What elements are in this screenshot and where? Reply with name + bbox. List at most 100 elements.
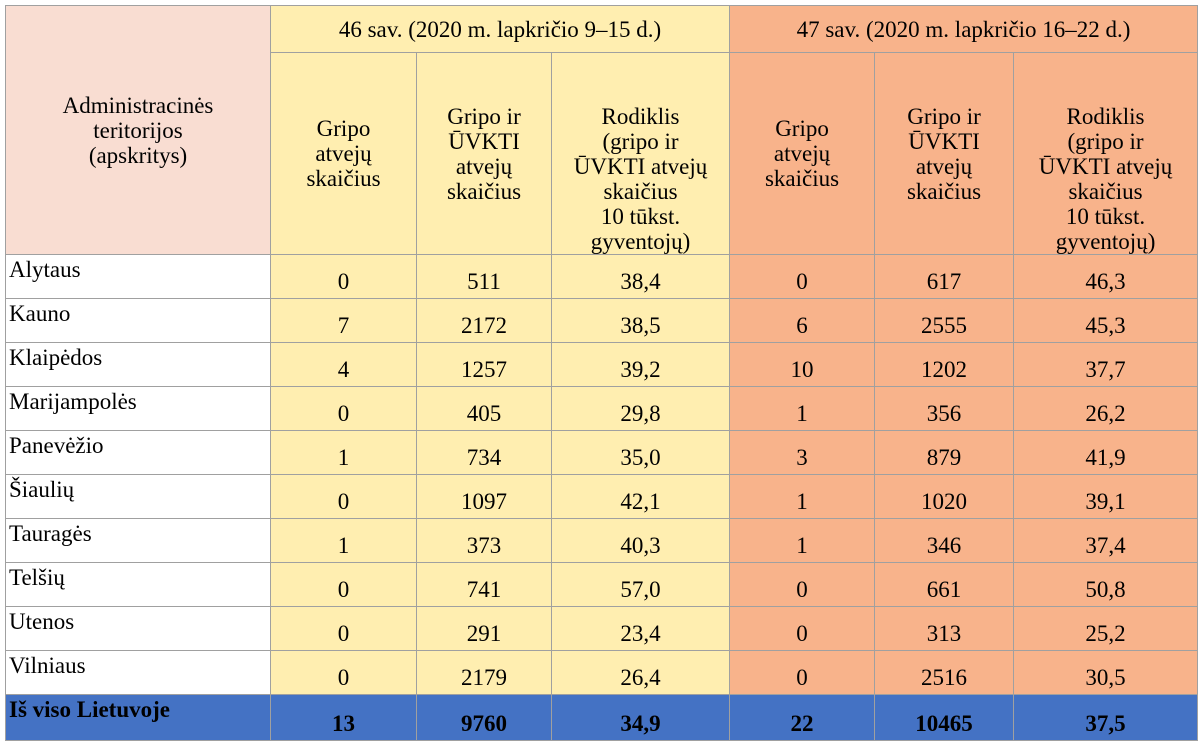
- cell-w47-all: 313: [874, 606, 1015, 651]
- cell-w46-all: 373: [416, 518, 552, 563]
- header-line: skaičius: [906, 178, 982, 204]
- cell-w47-all: 661: [874, 562, 1015, 607]
- header-line: (apskritys): [88, 142, 188, 168]
- cell-w46-rate: 26,4: [550, 650, 731, 695]
- header-line: skaičius: [306, 166, 381, 191]
- header-line: atvejų: [315, 141, 372, 166]
- header-line: (gripo ir: [1067, 129, 1144, 154]
- header-line: skaičius: [446, 178, 522, 204]
- cell-w47-flu: 0: [729, 562, 876, 607]
- total-label: Iš viso Lietuvoje: [5, 694, 271, 741]
- cell-w47-all: 2516: [874, 650, 1015, 695]
- cell-w47-flu: 0: [729, 606, 876, 651]
- cell-w47-all: 356: [874, 386, 1015, 431]
- header-line: gyventojų): [590, 229, 691, 254]
- table-row: Telšių 0 741 57,0 0 661 50,8: [5, 562, 1199, 607]
- cell-w47-rate: 26,2: [1013, 386, 1199, 431]
- header-line: Gripo: [316, 116, 371, 141]
- total-row: Iš viso Lietuvoje 13 9760 34,9 22 10465 37,5: [5, 694, 1199, 741]
- county-name: Panevėžio: [5, 430, 271, 475]
- cell-w47-all: 10465: [874, 694, 1015, 741]
- cell-w46-flu: 0: [270, 386, 417, 431]
- cell-w47-rate: 37,7: [1013, 342, 1199, 387]
- header-line: (gripo ir: [602, 129, 679, 154]
- county-name: Marijampolės: [5, 386, 271, 431]
- cell-w47-rate: 37,5: [1013, 694, 1199, 741]
- header-line: 10 tūkst.: [1065, 204, 1146, 229]
- cell-w46-all: 9760: [416, 694, 552, 741]
- header-line: skaičius: [603, 179, 678, 204]
- header-line: 10 tūkst.: [600, 204, 681, 229]
- table-row: Klaipėdos 4 1257 39,2 10 1202 37,7: [5, 342, 1199, 387]
- header-line: Gripo: [775, 116, 829, 141]
- cell-w47-flu: 0: [729, 650, 876, 695]
- cell-w46-all: 2179: [416, 650, 552, 695]
- week46-header: 46 sav. (2020 m. lapkričio 9–15 d.): [269, 5, 731, 53]
- cell-w46-rate: 35,0: [550, 430, 731, 475]
- header-line: Gripo ir: [447, 103, 521, 129]
- admin-territories-header: Administracinės teritorijos (apskritys): [5, 5, 271, 255]
- cell-w46-rate: 38,4: [550, 254, 731, 299]
- cell-w46-flu: 1: [270, 518, 417, 563]
- cell-w46-all: 1097: [416, 474, 552, 519]
- table-row: Šiaulių 0 1097 42,1 1 1020 39,1: [5, 474, 1199, 519]
- week47-flu-count-header: Gripo atvejų skaičius: [729, 52, 876, 255]
- cell-w46-all: 1257: [416, 342, 552, 387]
- cell-w46-all: 405: [416, 386, 552, 431]
- table-row: Panevėžio 1 734 35,0 3 879 41,9: [5, 430, 1199, 475]
- county-name: Vilniaus: [5, 650, 271, 695]
- county-name: Šiaulių: [5, 474, 271, 519]
- table-row: Kauno 7 2172 38,5 6 2555 45,3: [5, 298, 1199, 343]
- table-row: Utenos 0 291 23,4 0 313 25,2: [5, 606, 1199, 651]
- cell-w47-all: 1020: [874, 474, 1015, 519]
- county-name: Utenos: [5, 606, 271, 651]
- header-line: skaičius: [764, 166, 840, 191]
- cell-w47-all: 346: [874, 518, 1015, 563]
- county-name: Kauno: [5, 298, 271, 343]
- header-line: atvejų: [773, 141, 831, 166]
- week47-header: 47 sav. (2020 m. lapkričio 16–22 d.): [729, 5, 1199, 53]
- header-line: Gripo ir: [907, 103, 981, 129]
- table-row: Marijampolės 0 405 29,8 1 356 26,2: [5, 386, 1199, 431]
- county-name: Alytaus: [5, 254, 271, 299]
- cell-w47-flu: 10: [729, 342, 876, 387]
- county-name: Tauragės: [5, 518, 271, 563]
- cell-w46-flu: 0: [270, 254, 417, 299]
- header-line: ŪVKTI atvejų: [1038, 154, 1173, 179]
- header-line: Rodiklis: [1066, 104, 1145, 129]
- week46-flu-count-header: Gripo atvejų skaičius: [270, 52, 417, 255]
- header-line: ŪVKTI: [908, 128, 980, 154]
- cell-w46-all: 741: [416, 562, 552, 607]
- cell-w46-flu: 0: [270, 562, 417, 607]
- table-row: Tauragės 1 373 40,3 1 346 37,4: [5, 518, 1199, 563]
- cell-w47-all: 2555: [874, 298, 1015, 343]
- cell-w47-flu: 1: [729, 518, 876, 563]
- cell-w46-all: 511: [416, 254, 552, 299]
- cell-w47-all: 617: [874, 254, 1015, 299]
- header-line: skaičius: [1068, 179, 1143, 204]
- header-line: gyventojų): [1055, 229, 1156, 254]
- cell-w46-rate: 42,1: [550, 474, 731, 519]
- cell-w47-rate: 37,4: [1013, 518, 1199, 563]
- header-line: atvejų: [915, 153, 973, 179]
- week47-rate-header: Rodiklis (gripo ir ŪVKTI atvejų skaičius 10 …: [1013, 52, 1199, 255]
- cell-w47-rate: 25,2: [1013, 606, 1199, 651]
- cell-w46-rate: 34,9: [550, 694, 731, 741]
- week46-flu-uvkti-count-header: Gripo ir ŪVKTI atvejų skaičius: [416, 52, 552, 255]
- flu-statistics-table: Administracinės teritorijos (apskritys) 46…: [5, 5, 1199, 741]
- cell-w46-flu: 13: [270, 694, 417, 741]
- cell-w47-flu: 22: [729, 694, 876, 741]
- county-name: Klaipėdos: [5, 342, 271, 387]
- week46-rate-header: Rodiklis (gripo ir ŪVKTI atvejų skaičius 10 …: [550, 52, 731, 255]
- cell-w46-all: 2172: [416, 298, 552, 343]
- cell-w46-rate: 57,0: [550, 562, 731, 607]
- cell-w46-rate: 29,8: [550, 386, 731, 431]
- cell-w46-flu: 0: [270, 606, 417, 651]
- cell-w47-flu: 1: [729, 386, 876, 431]
- cell-w46-all: 734: [416, 430, 552, 475]
- cell-w47-flu: 0: [729, 254, 876, 299]
- cell-w46-rate: 40,3: [550, 518, 731, 563]
- table-row: Vilniaus 0 2179 26,4 0 2516 30,5: [5, 650, 1199, 695]
- cell-w47-all: 879: [874, 430, 1015, 475]
- cell-w46-all: 291: [416, 606, 552, 651]
